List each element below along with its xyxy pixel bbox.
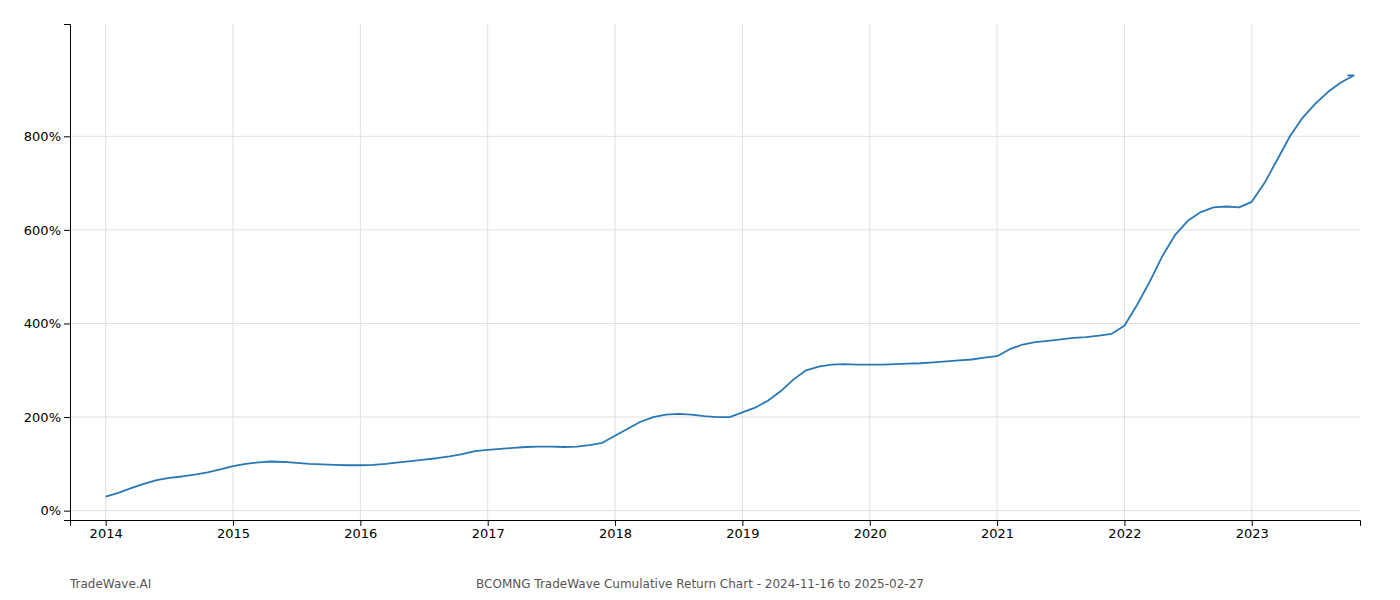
y-grid-line: [70, 323, 1360, 324]
y-tick: 0%: [40, 503, 70, 518]
x-tick-mark: [488, 520, 489, 526]
y-grid-line: [70, 229, 1360, 230]
x-grid-line: [487, 24, 488, 520]
x-grid-line: [615, 24, 616, 520]
chart: 2014 2015 2016 2017 2018 2019 2020 2021 2022 2023…: [0, 0, 1400, 600]
x-tick-mark: [615, 520, 616, 526]
x-grid-line: [1251, 24, 1252, 520]
x-tick: 2021: [981, 520, 1014, 541]
x-grid-line: [360, 24, 361, 520]
x-tick-mark: [742, 520, 743, 526]
plot-area: 2014 2015 2016 2017 2018 2019 2020 2021 2022 2023…: [24, 24, 1361, 541]
y-tick-label: 800%: [24, 129, 61, 144]
x-grid-line: [742, 24, 743, 520]
y-tick-label: 400%: [24, 316, 61, 331]
x-tick: 2020: [854, 520, 887, 541]
y-axis: 0% 200% 400% 600% 800%: [24, 25, 71, 521]
x-tick-label: 2022: [1108, 526, 1141, 541]
x-tick: 2023: [1236, 520, 1269, 541]
x-tick: 2018: [599, 520, 632, 541]
y-tick-label: 200%: [24, 410, 61, 425]
x-tick-mark: [997, 520, 998, 526]
marks: [106, 75, 1354, 496]
x-tick-mark: [1252, 520, 1253, 526]
x-tick-mark: [1124, 520, 1125, 526]
x-tick-label: 2018: [599, 526, 632, 541]
y-grid-line: [70, 510, 1360, 511]
x-tick-label: 2023: [1236, 526, 1269, 541]
y-tick: 200%: [24, 410, 70, 425]
x-grid-line: [105, 24, 106, 520]
x-tick: 2015: [217, 520, 250, 541]
x-tick: 2017: [472, 520, 505, 541]
annotation: TradeWave.AI: [69, 577, 151, 591]
x-tick-label: 2016: [344, 526, 377, 541]
y-tick-mark: [64, 136, 70, 137]
y-tick-mark: [64, 511, 70, 512]
x-tick-mark: [106, 520, 107, 526]
y-tick: 600%: [24, 223, 70, 238]
x-tick-label: 2017: [472, 526, 505, 541]
x-tick-label: 2014: [90, 526, 123, 541]
x-grid-line: [1124, 24, 1125, 520]
x-tick-label: 2015: [217, 526, 250, 541]
x-tick-label: 2020: [854, 526, 887, 541]
x-tick-mark: [233, 520, 234, 526]
x-grid-line: [869, 24, 870, 520]
y-tick-label: 0%: [40, 503, 61, 518]
y-tick-mark: [64, 230, 70, 231]
x-tick: 2019: [726, 520, 759, 541]
x-tick-label: 2021: [981, 526, 1014, 541]
y-tick-mark: [64, 417, 70, 418]
y-tick-label: 600%: [24, 223, 61, 238]
y-grid-line: [70, 136, 1360, 137]
line: [106, 75, 1354, 496]
x-axis: 2014 2015 2016 2017 2018 2019 2020 2021 2022 2023: [71, 520, 1361, 541]
x-tick-mark: [870, 520, 871, 526]
x-tick: 2014: [90, 520, 123, 541]
x-grid-line: [233, 24, 234, 520]
x-tick-mark: [360, 520, 361, 526]
texts: BCOMNG TradeWave Cumulative Return Chart…: [69, 577, 924, 591]
title: BCOMNG TradeWave Cumulative Return Chart…: [476, 577, 924, 591]
x-tick-label: 2019: [726, 526, 759, 541]
y-axis-line: [64, 25, 71, 521]
x-tick: 2016: [344, 520, 377, 541]
y-tick-mark: [64, 323, 70, 324]
x-axis-line: [71, 521, 1361, 527]
y-tick: 400%: [24, 316, 70, 331]
grid: [70, 24, 1360, 520]
y-tick: 800%: [24, 129, 70, 144]
x-tick: 2022: [1108, 520, 1141, 541]
x-grid-line: [997, 24, 998, 520]
